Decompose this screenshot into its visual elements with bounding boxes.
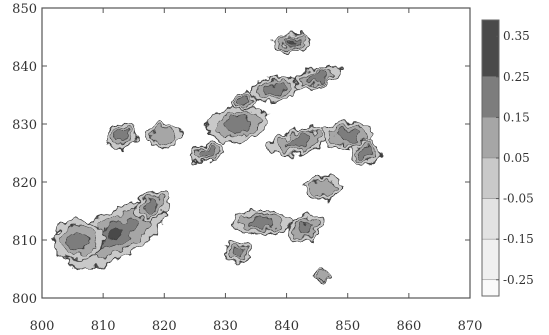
contour-region	[293, 65, 341, 90]
contour-ring	[316, 270, 331, 280]
contour-region	[230, 210, 294, 235]
contour-region	[224, 239, 251, 264]
colorbar-band	[481, 157, 500, 199]
x-tick-label: 810	[91, 319, 116, 334]
y-tick-label: 830	[12, 118, 37, 133]
y-tick-label: 800	[12, 292, 37, 307]
x-tick-label: 840	[274, 319, 299, 334]
y-tick-label: 810	[12, 234, 37, 249]
contour-region	[249, 76, 300, 102]
colorbar-label: -0.25	[503, 273, 534, 287]
contour-ring	[150, 126, 178, 145]
contour-ring	[199, 148, 216, 158]
contour-ring	[67, 230, 90, 250]
y-axis: 800 810 820 830 840 850	[12, 2, 470, 307]
contour-region	[273, 33, 312, 53]
contour-region	[189, 142, 226, 164]
colorbar-band	[481, 76, 500, 118]
colorbar-band	[481, 198, 500, 240]
colorbar: 0.35 0.25 0.15 0.05 -0.05 -0.15 -0.25	[481, 19, 534, 297]
contour-region	[106, 122, 137, 149]
contour-region	[304, 175, 343, 200]
x-tick-label: 830	[213, 319, 238, 334]
colorbar-band	[481, 117, 500, 159]
contour-ring	[144, 198, 160, 212]
plot-area: 800 810 820 830 840 850 860 870 800 810 820 830 840…	[12, 2, 482, 334]
contour-region	[350, 140, 382, 166]
colorbar-band	[481, 279, 500, 297]
contour-ring	[107, 228, 124, 240]
colorbar-label: -0.15	[503, 232, 534, 246]
contour-region	[145, 123, 184, 148]
contour-ring	[263, 83, 286, 95]
colorbar-label: 0.05	[503, 151, 530, 165]
colorbar-band	[481, 19, 500, 78]
y-tick-label: 840	[12, 60, 37, 75]
colorbar-band	[481, 238, 500, 281]
x-tick-label: 800	[30, 319, 55, 334]
contour-ring	[306, 72, 328, 84]
x-axis: 800 810 820 830 840 850 860 870	[30, 8, 483, 334]
contour-region	[313, 268, 333, 282]
contour-regions	[53, 33, 382, 282]
contour-ring	[223, 115, 252, 133]
contour-region	[230, 91, 257, 111]
contour-ring	[309, 179, 337, 197]
colorbar-label: 0.35	[503, 29, 530, 43]
colorbar-label: 0.25	[503, 70, 530, 84]
contour-ring	[114, 129, 129, 142]
colorbar-label: 0.15	[503, 110, 530, 124]
contour-ring	[285, 135, 313, 148]
contour-ring	[289, 40, 296, 45]
x-tick-label: 850	[335, 319, 360, 334]
colorbar-bands	[481, 19, 500, 297]
y-tick-label: 850	[12, 2, 37, 17]
colorbar-label: -0.05	[503, 192, 534, 206]
y-tick-label: 820	[12, 176, 37, 191]
contour-region	[53, 219, 104, 261]
contour-ring	[297, 222, 313, 235]
contour-ring	[358, 147, 374, 159]
x-tick-label: 860	[396, 319, 421, 334]
contour-ring	[336, 128, 359, 143]
contour-ring	[238, 96, 250, 105]
contour-ring	[248, 217, 276, 229]
colorbar-labels: 0.35 0.25 0.15 0.05 -0.05 -0.15 -0.25	[496, 29, 534, 287]
contour-region	[134, 191, 170, 220]
contour-region	[287, 214, 323, 243]
x-tick-label: 820	[152, 319, 177, 334]
contour-region	[206, 105, 269, 143]
contour-ring	[231, 246, 244, 258]
x-tick-label: 870	[458, 319, 483, 334]
